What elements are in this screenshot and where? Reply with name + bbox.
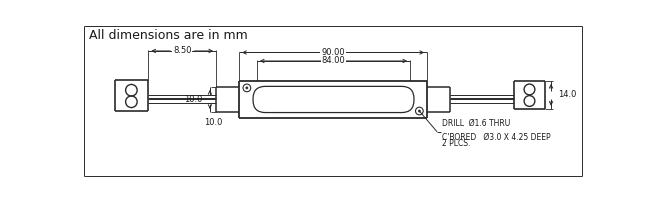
Circle shape — [418, 110, 421, 112]
Text: 2 PLCS.: 2 PLCS. — [443, 139, 471, 148]
Text: 14.0: 14.0 — [558, 90, 577, 99]
Circle shape — [246, 87, 248, 89]
Text: 90.00: 90.00 — [321, 48, 345, 57]
Text: C'BORED   Ø3.0 X 4.25 DEEP: C'BORED Ø3.0 X 4.25 DEEP — [443, 133, 551, 142]
Text: All dimensions are in mm: All dimensions are in mm — [89, 29, 248, 42]
Text: 84.00: 84.00 — [322, 56, 345, 65]
FancyBboxPatch shape — [253, 86, 414, 113]
Text: 8.50: 8.50 — [173, 46, 192, 55]
Text: DRILL  Ø1.6 THRU: DRILL Ø1.6 THRU — [443, 119, 511, 128]
Text: 10.0: 10.0 — [205, 118, 223, 127]
Text: 10.0: 10.0 — [184, 95, 202, 104]
